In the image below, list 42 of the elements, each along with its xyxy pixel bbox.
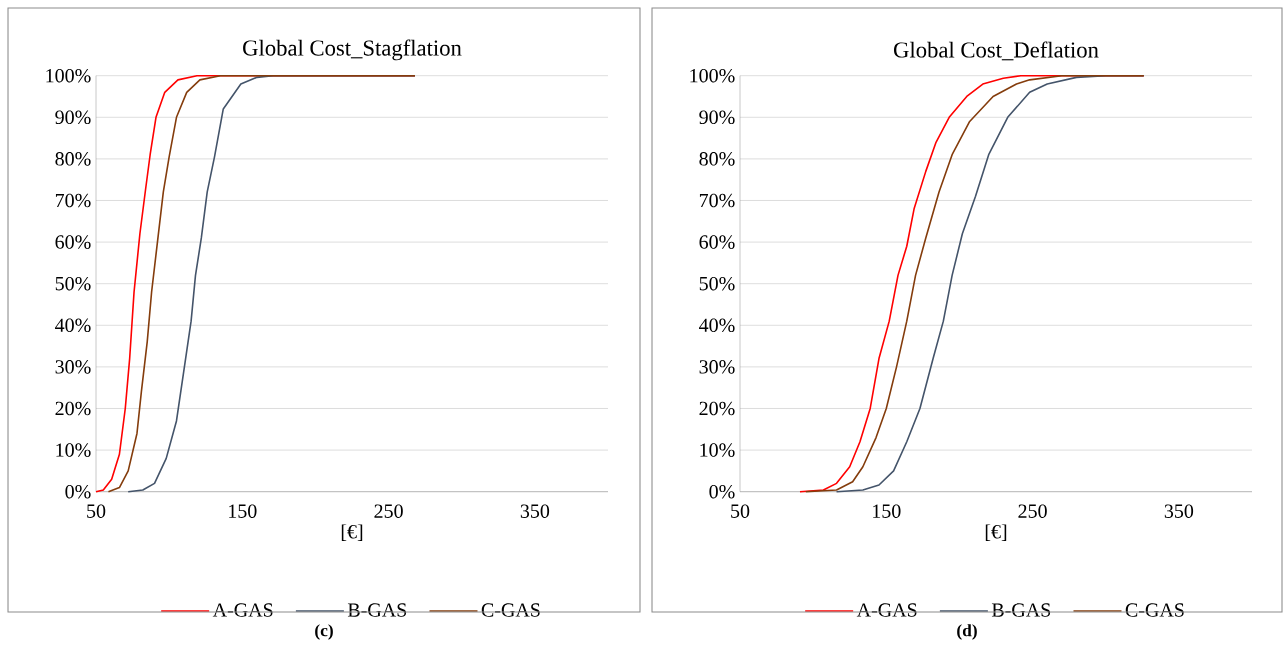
text: (d) [957, 624, 977, 640]
y-tick-label: 0% [709, 484, 735, 499]
y-tick-label: 100% [46, 68, 91, 83]
legend-label: C-GAS [481, 603, 540, 617]
y-tick-label: 60% [55, 235, 91, 249]
y-tick-label: 40% [699, 318, 735, 333]
y-tick-label: 30% [55, 360, 91, 374]
legend-label: B-GAS [991, 603, 1051, 617]
y-tick-label: 10% [56, 443, 91, 457]
y-tick-label: 100% [690, 68, 735, 83]
y-tick-label: 80% [699, 152, 735, 166]
y-tick-label: 20% [699, 401, 735, 416]
y-tick-label: 60% [699, 235, 735, 249]
y-tick-label: 80% [55, 152, 91, 166]
x-tick-label: 350 [1164, 504, 1194, 518]
y-tick-label: 0% [65, 484, 91, 499]
x-axis-title: [€] [341, 524, 363, 541]
chart-title: Global Cost_Deflation [893, 41, 1099, 61]
x-axis-title: [€] [985, 524, 1007, 541]
x-tick-label: 50 [731, 504, 750, 518]
y-tick-label: 40% [55, 318, 91, 333]
y-tick-label: 70% [699, 193, 735, 208]
legend-label: C-GAS [1125, 603, 1184, 617]
y-tick-label: 50% [699, 276, 735, 291]
x-tick-label: 250 [374, 504, 403, 518]
x-tick-label: 150 [229, 504, 257, 518]
x-tick-label: 150 [873, 504, 901, 518]
y-tick-label: 70% [55, 193, 91, 208]
y-tick-label: 30% [699, 360, 735, 374]
chart-title: Global Cost_Stagflation [243, 39, 462, 61]
x-tick-label: 250 [1018, 504, 1047, 518]
text: (c) [315, 624, 333, 640]
x-tick-label: 50 [87, 504, 106, 518]
y-tick-label: 90% [55, 110, 91, 125]
y-tick-label: 90% [699, 110, 735, 125]
legend-label: B-GAS [347, 603, 407, 617]
legend-label: A-GAS [856, 603, 917, 617]
y-tick-label: 10% [700, 443, 735, 457]
legend-label: A-GAS [212, 603, 273, 617]
x-tick-label: 350 [520, 504, 550, 518]
y-tick-label: 50% [55, 276, 91, 291]
y-tick-label: 20% [55, 401, 91, 416]
